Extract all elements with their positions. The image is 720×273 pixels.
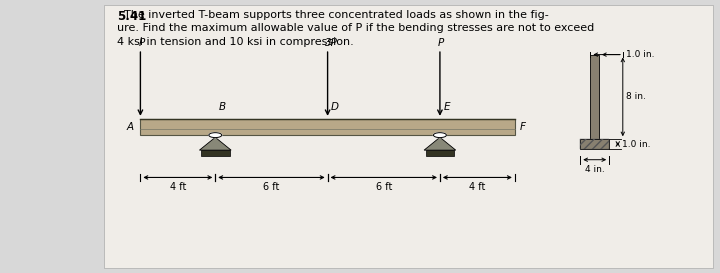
Text: 4 ft: 4 ft: [170, 182, 186, 192]
Text: 4 ft: 4 ft: [469, 182, 485, 192]
Text: 1.0 in.: 1.0 in.: [622, 140, 651, 149]
Bar: [201, 150, 230, 156]
Text: P: P: [438, 38, 444, 48]
Text: 6 ft: 6 ft: [376, 182, 392, 192]
Text: 5.41: 5.41: [117, 10, 146, 23]
Text: 4 in.: 4 in.: [585, 165, 605, 174]
Text: 1.0 in.: 1.0 in.: [626, 50, 655, 59]
Text: F: F: [520, 122, 526, 132]
Text: 3P: 3P: [325, 38, 338, 48]
Text: B: B: [219, 102, 226, 112]
Bar: [580, 139, 609, 149]
Text: 6 ft: 6 ft: [264, 182, 279, 192]
Circle shape: [209, 133, 222, 138]
Text: P: P: [138, 38, 145, 48]
Text: A: A: [126, 122, 133, 132]
Circle shape: [433, 133, 446, 138]
Text: The inverted T-beam supports three concentrated loads as shown in the fig-
ure. : The inverted T-beam supports three conce…: [117, 10, 594, 47]
Text: D: D: [331, 102, 339, 112]
Text: E: E: [444, 102, 450, 112]
Bar: [580, 139, 609, 149]
Bar: [140, 119, 515, 135]
Polygon shape: [199, 137, 231, 150]
Bar: [426, 150, 454, 156]
Text: 8 in.: 8 in.: [626, 93, 647, 101]
Bar: [590, 55, 599, 139]
Polygon shape: [424, 137, 456, 150]
FancyBboxPatch shape: [104, 5, 713, 268]
